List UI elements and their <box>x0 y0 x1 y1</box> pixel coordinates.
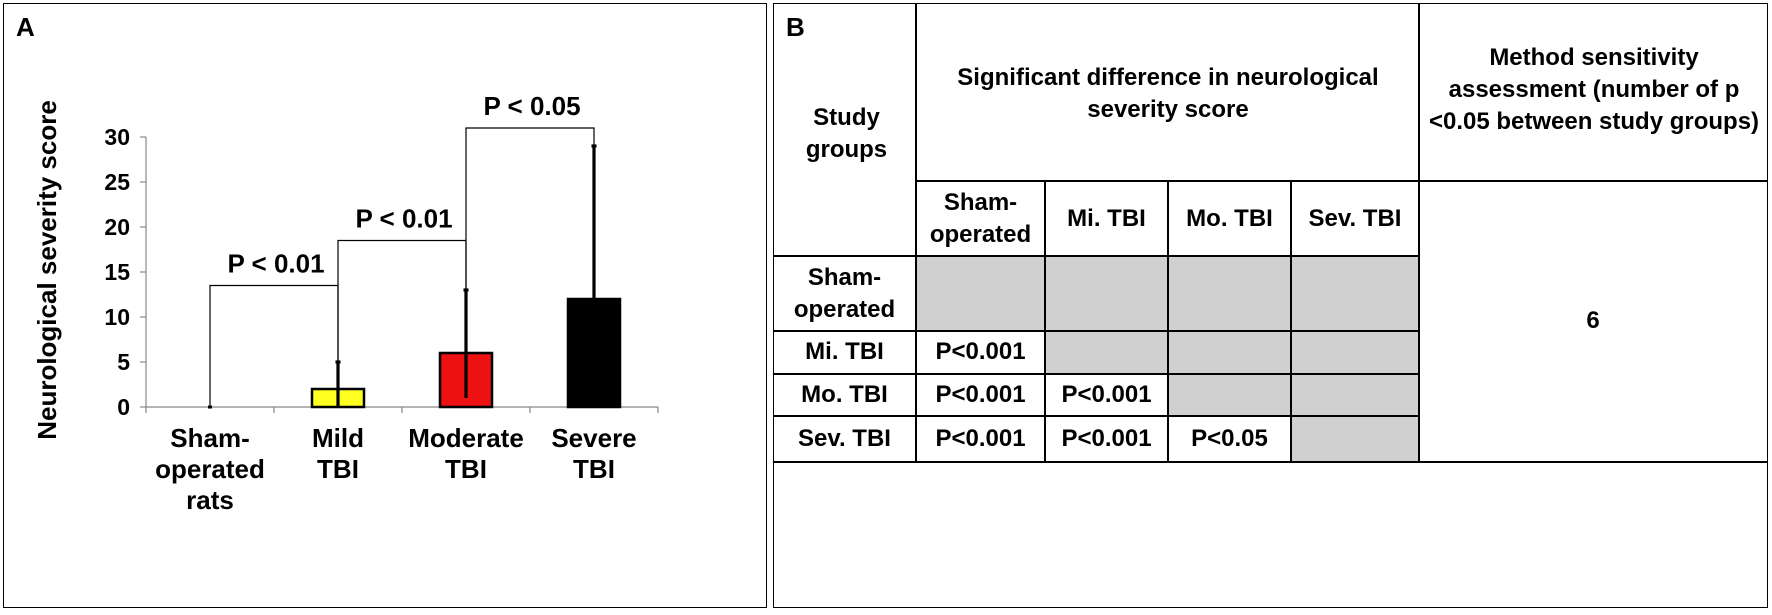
empty-cell-mild-severe <box>1291 331 1419 373</box>
table-divider <box>774 255 1419 257</box>
x-category-label: Severe TBI <box>551 423 636 484</box>
empty-cell-sham-severe <box>1291 256 1419 331</box>
panel-a-label: A <box>16 12 35 42</box>
y-tick-label: 20 <box>104 214 130 240</box>
x-category-label: Mild TBI <box>312 423 364 484</box>
empty-cell-mild-mild <box>1045 331 1168 373</box>
significance-bracket <box>337 239 467 362</box>
significance-bracket <box>465 127 595 290</box>
empty-cell-severe-severe <box>1291 416 1419 461</box>
chart-labels: Sham-operated rats Mild TBI Moderate TBI Sever… <box>155 423 637 515</box>
significance-brackets: P < 0.01 P < 0.01 P < 0.05 <box>209 91 595 407</box>
column-header-severe: Sev. TBI <box>1308 204 1402 232</box>
sensitivity-value: 6 <box>1586 307 1600 335</box>
row-label-sham: Sham-operated <box>793 263 896 323</box>
x-category-label: Moderate TBI <box>408 423 524 484</box>
row-label-moderate: Mo. TBI <box>801 380 888 408</box>
panel-b-label: B <box>786 12 805 42</box>
table-divider <box>1418 180 1767 182</box>
y-axis-label: Neurological severity score <box>32 100 62 440</box>
header-sensitivity: Method sensitivity assessment (number of… <box>1428 44 1760 135</box>
column-header-sham: Sham-operated <box>929 188 1032 248</box>
x-category-label: Sham-operated rats <box>155 423 265 515</box>
cell-severe-vs-sham: P<0.001 <box>935 424 1026 452</box>
table-divider <box>774 330 1419 332</box>
column-header-moderate: Mo. TBI <box>1186 204 1273 232</box>
cell-mild-vs-sham: P<0.001 <box>935 338 1026 366</box>
panel-b: B Study groups Significant difference in… <box>773 3 1768 608</box>
column-header-mild: Mi. TBI <box>1067 204 1146 232</box>
y-tick-label: 0 <box>117 394 130 420</box>
empty-cell-sham-mild <box>1045 256 1168 331</box>
table-divider <box>774 415 1419 417</box>
cell-severe-vs-moderate: P<0.05 <box>1191 424 1268 452</box>
significance-label: P < 0.05 <box>483 91 580 121</box>
y-tick-label: 10 <box>104 304 130 330</box>
chart-axes: 0 5 10 15 20 25 30 Neurological severity score <box>32 100 659 440</box>
header-study-groups: Study groups <box>805 104 888 163</box>
row-label-severe: Sev. TBI <box>798 424 891 452</box>
cell-severe-vs-mild: P<0.001 <box>1061 424 1152 452</box>
table-divider <box>1167 180 1169 462</box>
cell-moderate-vs-sham: P<0.001 <box>935 380 1026 408</box>
table-divider <box>774 373 1419 375</box>
y-tick-label: 15 <box>104 259 130 285</box>
table-divider <box>1290 180 1292 462</box>
y-tick-label: 5 <box>117 349 130 375</box>
table-divider <box>1044 180 1046 462</box>
table-divider <box>915 4 917 462</box>
header-significance: Significant difference in neurological s… <box>957 64 1379 123</box>
empty-cell-moderate-moderate <box>1168 373 1291 416</box>
y-tick-label: 25 <box>104 169 130 195</box>
empty-cell-sham-moderate <box>1168 256 1291 331</box>
panel-a: A 0 5 10 15 20 25 30 Neurological severity scor… <box>3 3 767 608</box>
significance-label: P < 0.01 <box>227 249 324 279</box>
empty-cell-moderate-severe <box>1291 373 1419 416</box>
empty-cell-sham-sham <box>916 256 1045 331</box>
table-divider <box>774 461 1767 463</box>
empty-cell-mild-moderate <box>1168 331 1291 373</box>
y-tick-label: 30 <box>104 124 130 150</box>
chart-bars <box>208 144 622 409</box>
table-divider <box>1418 4 1420 462</box>
row-label-mild: Mi. TBI <box>805 338 884 366</box>
significance-label: P < 0.01 <box>355 204 452 234</box>
cell-moderate-vs-mild: P<0.001 <box>1061 380 1152 408</box>
